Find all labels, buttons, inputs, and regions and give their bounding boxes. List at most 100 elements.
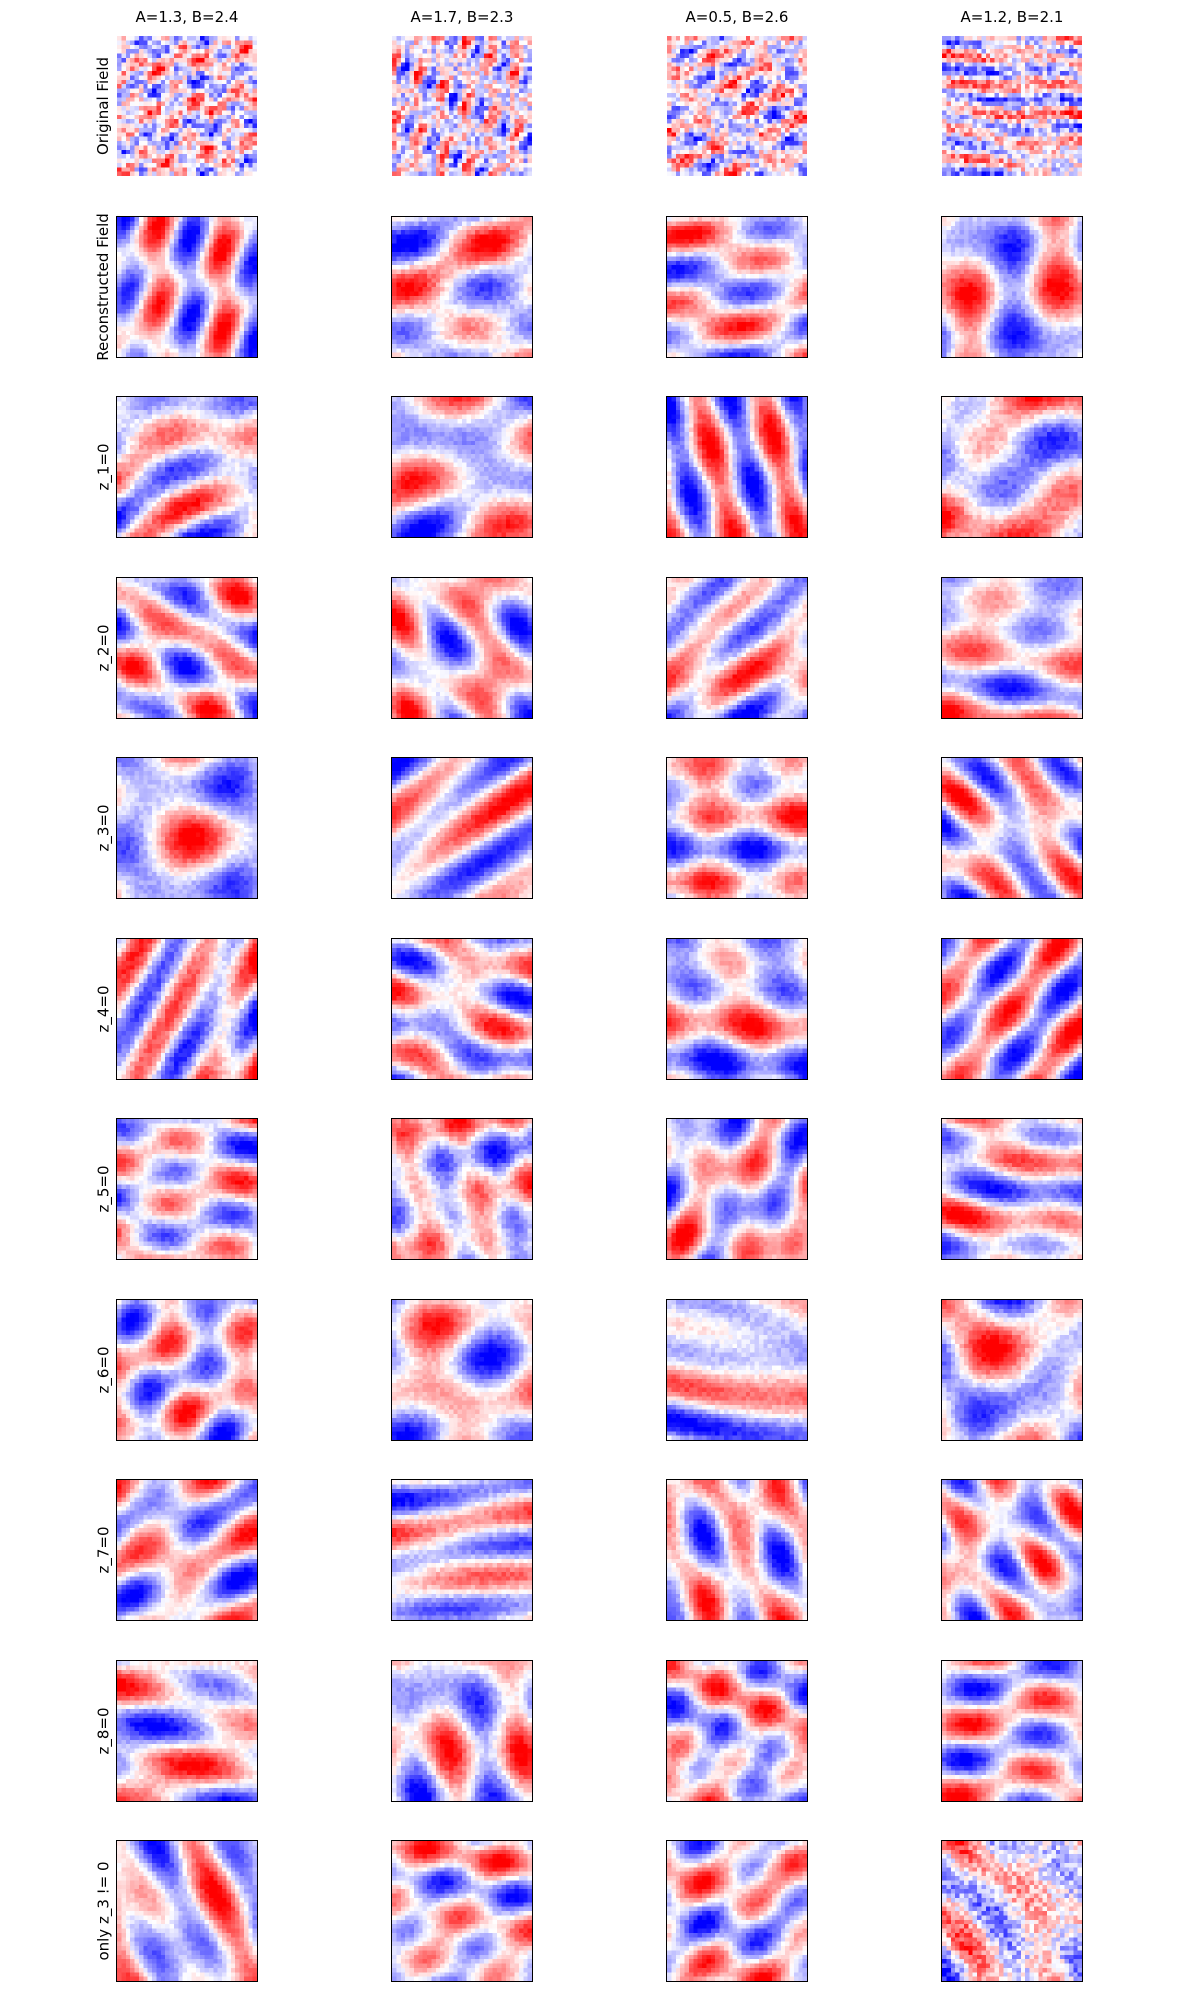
- heatmap-panel-r4-c3: [666, 577, 808, 719]
- heatmap-image: [942, 36, 1082, 176]
- heatmap-image: [667, 939, 807, 1079]
- heatmap-panel-r3-c3: [666, 396, 808, 538]
- heatmap-image: [117, 1661, 257, 1801]
- heatmap-panel-r8-c4: [941, 1299, 1083, 1441]
- heatmap-image: [392, 397, 532, 537]
- heatmap-panel-r11-c2: [391, 1840, 533, 1982]
- heatmap-panel-r3-c2: [391, 396, 533, 538]
- row-label-11: only z_3 != 0: [94, 1861, 113, 1961]
- heatmap-panel-r10-c1: [116, 1660, 258, 1802]
- heatmap-image: [392, 217, 532, 357]
- heatmap-panel-r1-c3: [667, 36, 807, 176]
- heatmap-image: [392, 758, 532, 898]
- heatmap-image: [117, 758, 257, 898]
- heatmap-panel-r5-c4: [941, 757, 1083, 899]
- heatmap-panel-r5-c1: [116, 757, 258, 899]
- heatmap-image: [942, 758, 1082, 898]
- row-label-9: z_7=0: [94, 1526, 113, 1574]
- row-label-7: z_5=0: [94, 1165, 113, 1213]
- heatmap-image: [392, 578, 532, 718]
- heatmap-image: [392, 36, 532, 176]
- heatmap-panel-r7-c4: [941, 1118, 1083, 1260]
- heatmap-panel-r6-c3: [666, 938, 808, 1080]
- row-label-10: z_8=0: [94, 1707, 113, 1755]
- row-label-3: z_1=0: [94, 443, 113, 491]
- heatmap-panel-r11-c4: [941, 1840, 1083, 1982]
- heatmap-panel-r2-c3: [666, 216, 808, 358]
- heatmap-panel-r9-c2: [391, 1479, 533, 1621]
- heatmap-panel-r10-c3: [666, 1660, 808, 1802]
- row-label-2: Reconstructed Field: [93, 213, 112, 361]
- heatmap-panel-r1-c1: [117, 36, 257, 176]
- heatmap-image: [117, 939, 257, 1079]
- heatmap-panel-r2-c1: [116, 216, 258, 358]
- heatmap-panel-r4-c2: [391, 577, 533, 719]
- heatmap-image: [942, 1661, 1082, 1801]
- heatmap-image: [117, 36, 257, 176]
- heatmap-image: [117, 578, 257, 718]
- heatmap-panel-r11-c3: [666, 1840, 808, 1982]
- heatmap-panel-r11-c1: [116, 1840, 258, 1982]
- row-label-5: z_3=0: [94, 804, 113, 852]
- heatmap-panel-r7-c3: [666, 1118, 808, 1260]
- heatmap-image: [667, 217, 807, 357]
- heatmap-image: [392, 1661, 532, 1801]
- column-title-4: A=1.2, B=2.1: [960, 8, 1064, 26]
- heatmap-image: [117, 1480, 257, 1620]
- heatmap-image: [667, 1300, 807, 1440]
- heatmap-panel-r9-c3: [666, 1479, 808, 1621]
- heatmap-panel-r3-c1: [116, 396, 258, 538]
- heatmap-image: [117, 1300, 257, 1440]
- heatmap-image: [942, 1480, 1082, 1620]
- heatmap-image: [667, 758, 807, 898]
- heatmap-panel-r8-c2: [391, 1299, 533, 1441]
- heatmap-panel-r2-c4: [941, 216, 1083, 358]
- heatmap-panel-r10-c2: [391, 1660, 533, 1802]
- heatmap-image: [117, 1841, 257, 1981]
- heatmap-panel-r4-c1: [116, 577, 258, 719]
- heatmap-image: [117, 1119, 257, 1259]
- heatmap-image: [667, 36, 807, 176]
- heatmap-image: [392, 1119, 532, 1259]
- heatmap-image: [117, 397, 257, 537]
- heatmap-image: [667, 578, 807, 718]
- heatmap-panel-r9-c4: [941, 1479, 1083, 1621]
- heatmap-panel-r5-c3: [666, 757, 808, 899]
- heatmap-image: [942, 939, 1082, 1079]
- heatmap-image: [667, 1841, 807, 1981]
- heatmap-panel-r10-c4: [941, 1660, 1083, 1802]
- heatmap-panel-r1-c2: [392, 36, 532, 176]
- heatmap-panel-r9-c1: [116, 1479, 258, 1621]
- heatmap-panel-r5-c2: [391, 757, 533, 899]
- row-label-8: z_6=0: [94, 1346, 113, 1394]
- heatmap-panel-r6-c1: [116, 938, 258, 1080]
- heatmap-panel-r8-c3: [666, 1299, 808, 1441]
- heatmap-panel-r7-c2: [391, 1118, 533, 1260]
- heatmap-image: [667, 1119, 807, 1259]
- heatmap-image: [942, 217, 1082, 357]
- heatmap-image: [942, 397, 1082, 537]
- heatmap-image: [667, 1661, 807, 1801]
- heatmap-image: [117, 217, 257, 357]
- heatmap-image: [392, 1300, 532, 1440]
- heatmap-panel-r6-c4: [941, 938, 1083, 1080]
- column-title-2: A=1.7, B=2.3: [410, 8, 514, 26]
- column-title-1: A=1.3, B=2.4: [135, 8, 239, 26]
- row-label-1: Original Field: [94, 56, 113, 156]
- heatmap-panel-r1-c4: [942, 36, 1082, 176]
- heatmap-panel-r2-c2: [391, 216, 533, 358]
- heatmap-image: [667, 397, 807, 537]
- heatmap-panel-r8-c1: [116, 1299, 258, 1441]
- column-title-3: A=0.5, B=2.6: [685, 8, 789, 26]
- heatmap-image: [942, 1119, 1082, 1259]
- heatmap-image: [942, 1841, 1082, 1981]
- heatmap-image: [392, 1841, 532, 1981]
- heatmap-image: [392, 939, 532, 1079]
- heatmap-image: [942, 578, 1082, 718]
- heatmap-image: [667, 1480, 807, 1620]
- row-label-6: z_4=0: [94, 985, 113, 1033]
- heatmap-image: [392, 1480, 532, 1620]
- heatmap-panel-r4-c4: [941, 577, 1083, 719]
- heatmap-panel-r3-c4: [941, 396, 1083, 538]
